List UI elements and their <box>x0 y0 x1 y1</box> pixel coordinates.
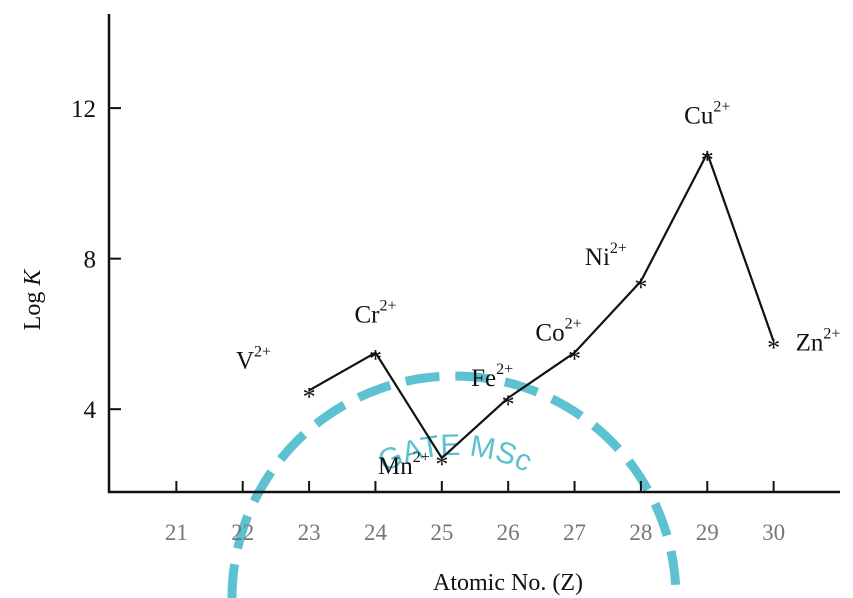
x-tick-label: 28 <box>629 520 652 545</box>
ion-charge: 2+ <box>379 298 396 315</box>
y-tick-label: 4 <box>84 397 97 424</box>
data-point-marker: * <box>701 145 714 174</box>
data-point-marker: * <box>767 333 780 362</box>
x-tick-label: 26 <box>497 520 520 545</box>
ion-label-fe: Fe2+ <box>471 361 513 392</box>
data-point-marker: * <box>303 382 316 411</box>
x-tick-label: 25 <box>430 520 453 545</box>
ion-charge: 2+ <box>254 343 271 360</box>
ion-label-co: Co2+ <box>535 316 581 347</box>
x-tick-label: 27 <box>563 520 586 545</box>
ion-symbol: Co <box>535 320 564 347</box>
y-axis-title: Log K <box>20 268 46 331</box>
x-tick-label: 24 <box>364 520 388 545</box>
ion-symbol: Cr <box>354 302 380 329</box>
x-axis-title: Atomic No. (Z) <box>433 570 583 596</box>
y-tick-label: 8 <box>84 247 97 274</box>
watermark-stamp: GATE MSc <box>227 371 681 598</box>
y-tick-label: 12 <box>71 96 96 123</box>
x-tick-label: 21 <box>165 520 188 545</box>
ion-label-zn: Zn2+ <box>796 325 841 356</box>
ion-charge: 2+ <box>496 361 513 378</box>
ion-symbol: V <box>236 347 254 374</box>
data-point-marker: * <box>435 450 448 479</box>
ion-symbol: Mn <box>378 453 413 480</box>
x-tick-label: 30 <box>762 520 785 545</box>
x-tick-label: 23 <box>298 520 321 545</box>
ion-label-cu: Cu2+ <box>684 98 730 129</box>
ion-charge: 2+ <box>413 449 430 466</box>
ion-charge: 2+ <box>610 240 627 257</box>
ion-charge: 2+ <box>713 98 730 115</box>
x-tick-label: 22 <box>231 520 254 545</box>
data-point-marker: * <box>568 345 581 374</box>
ion-symbol: Cu <box>684 102 714 129</box>
ion-label-v: V2+ <box>236 343 271 374</box>
data-point-marker: * <box>369 345 382 374</box>
data-point-marker: * <box>634 273 647 302</box>
ion-symbol: Ni <box>585 244 610 271</box>
x-tick-label: 29 <box>696 520 719 545</box>
ion-symbol: Fe <box>471 365 496 392</box>
watermark-arc <box>227 371 681 598</box>
ion-label-cr: Cr2+ <box>354 298 396 329</box>
series-line <box>308 150 775 460</box>
ion-symbol: Zn <box>796 329 824 356</box>
y-axis-title-prefix: Log <box>20 286 46 331</box>
y-axis-title-variable: K <box>20 268 46 287</box>
axes <box>107 14 840 494</box>
ion-label-mn: Mn2+ <box>378 449 430 480</box>
ion-charge: 2+ <box>565 316 582 333</box>
ion-charge: 2+ <box>823 325 840 342</box>
data-point-marker: * <box>502 390 515 419</box>
ion-label-ni: Ni2+ <box>585 240 627 271</box>
